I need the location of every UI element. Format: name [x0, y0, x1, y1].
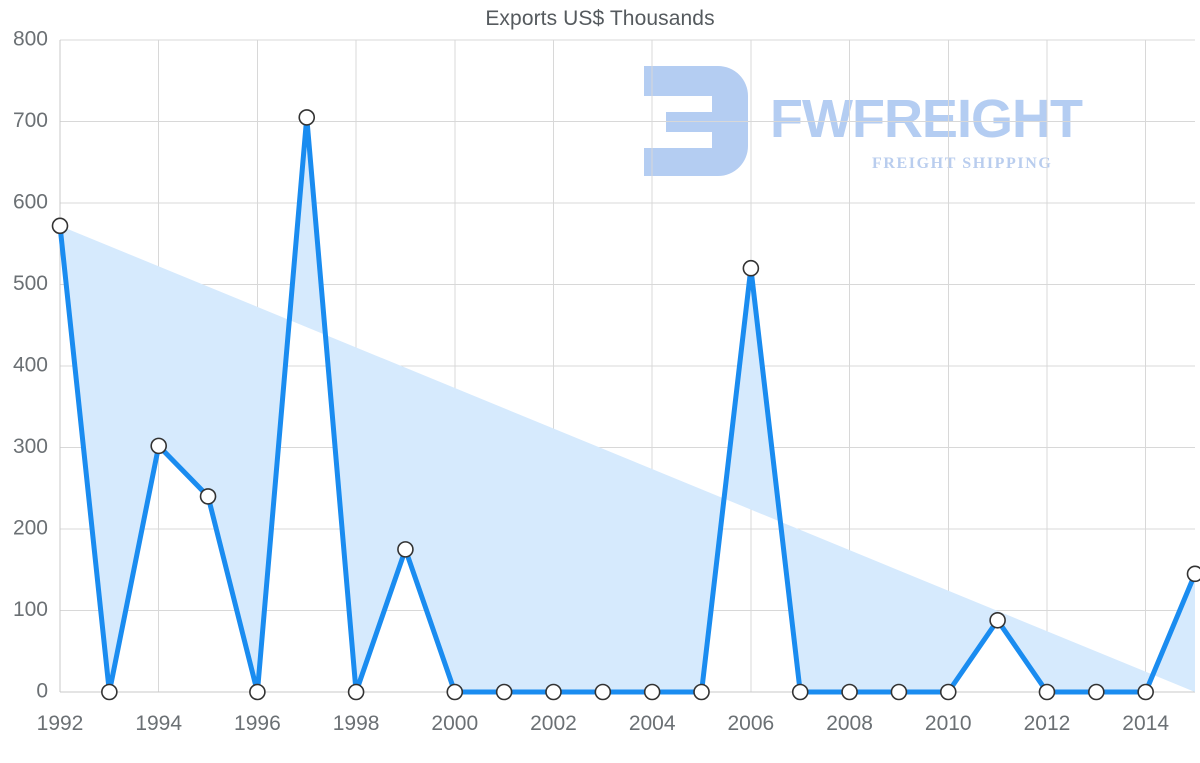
y-axis-tick-label: 800 [13, 28, 48, 51]
y-axis-tick-label: 500 [13, 272, 48, 295]
data-series [57, 114, 1198, 695]
x-axis-tick-labels: 1992 1994 1996 1998 2000 2002 2004 2006 2008 2010… [37, 712, 1170, 735]
y-axis-tick-label: 600 [13, 191, 48, 214]
y-axis-tick-labels: 0 100 200 300 400 500 600 700 800 [13, 28, 48, 703]
x-axis-tick-label: 2012 [1024, 712, 1071, 735]
y-axis-tick-label: 0 [36, 680, 48, 703]
y-axis-tick-label: 400 [13, 354, 48, 377]
x-axis-tick-label: 2000 [431, 712, 478, 735]
chart-title: Exports US$ Thousands [485, 7, 715, 30]
x-axis-tick-label: 2014 [1122, 712, 1169, 735]
x-axis-tick-label: 2002 [530, 712, 577, 735]
x-axis-tick-label: 1992 [37, 712, 84, 735]
x-axis-tick-label: 2010 [925, 712, 972, 735]
x-axis-tick-label: 2004 [629, 712, 676, 735]
data-markers [51, 109, 1200, 701]
y-axis-tick-label: 100 [13, 598, 48, 621]
x-axis-tick-label: 1994 [135, 712, 182, 735]
y-axis-tick-label: 700 [13, 109, 48, 132]
x-axis-tick-label: 2006 [728, 712, 775, 735]
x-axis-tick-label: 1996 [234, 712, 281, 735]
x-axis-tick-label: 1998 [333, 712, 380, 735]
y-axis-tick-label: 200 [13, 517, 48, 540]
y-axis-tick-label: 300 [13, 435, 48, 458]
x-axis-tick-label: 2008 [826, 712, 873, 735]
